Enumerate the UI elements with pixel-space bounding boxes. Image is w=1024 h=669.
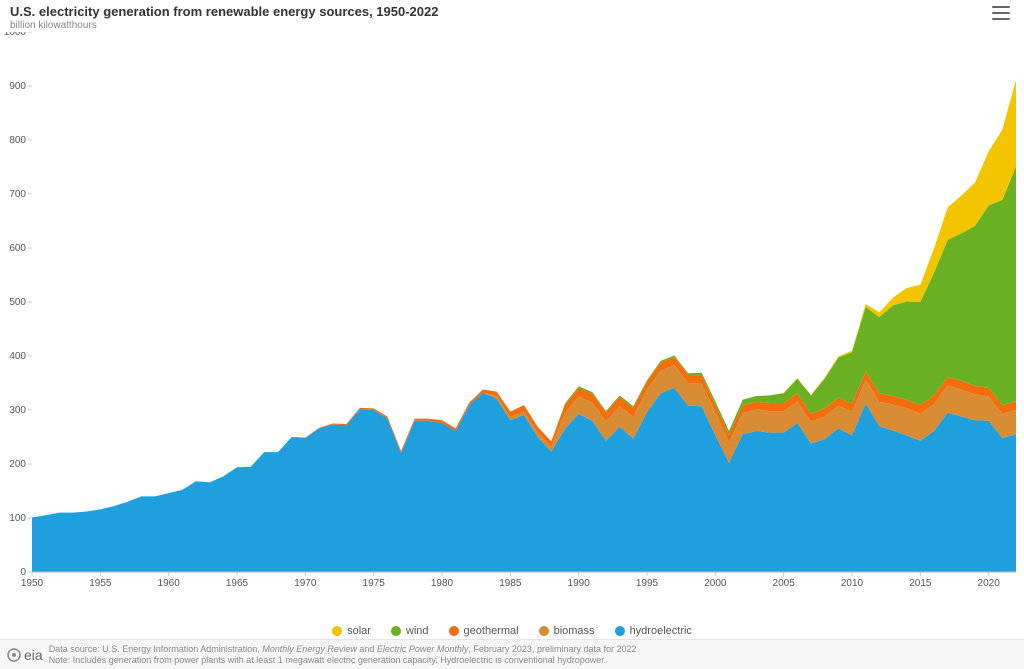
svg-text:2015: 2015	[909, 578, 932, 589]
legend-swatch-biomass	[539, 626, 549, 636]
legend-item-solar[interactable]: solar	[332, 625, 371, 637]
svg-text:2000: 2000	[704, 578, 727, 589]
chart-title: U.S. electricity generation from renewab…	[10, 4, 438, 19]
svg-text:1985: 1985	[499, 578, 522, 589]
chart-legend: solar wind geothermal biomass hydroelectric	[0, 625, 1024, 639]
svg-text:1980: 1980	[431, 578, 454, 589]
svg-text:1995: 1995	[636, 578, 659, 589]
stacked-area-chart: 0 100 200 300 400 500 600 700 800 900 1000 1950 1955…	[0, 32, 1024, 594]
svg-text:200: 200	[9, 459, 26, 470]
svg-text:1950: 1950	[21, 578, 44, 589]
svg-text:600: 600	[9, 243, 26, 254]
chart-area: 0 100 200 300 400 500 600 700 800 900 1000 1950 1955…	[0, 32, 1024, 623]
legend-label-geothermal: geothermal	[464, 625, 519, 637]
svg-text:2020: 2020	[978, 578, 1001, 589]
svg-text:500: 500	[9, 297, 26, 308]
svg-text:300: 300	[9, 405, 26, 416]
legend-swatch-wind	[391, 626, 401, 636]
svg-text:1970: 1970	[294, 578, 317, 589]
legend-label-hydroelectric: hydroelectric	[630, 625, 692, 637]
series-hydroelectric	[32, 388, 1016, 572]
svg-text:900: 900	[9, 81, 26, 92]
svg-text:1965: 1965	[226, 578, 249, 589]
legend-swatch-hydroelectric	[615, 626, 625, 636]
svg-text:1960: 1960	[158, 578, 181, 589]
legend-label-solar: solar	[347, 625, 371, 637]
svg-text:1975: 1975	[363, 578, 386, 589]
eia-logo-text: eia	[24, 647, 43, 663]
svg-text:0: 0	[20, 567, 26, 578]
legend-label-biomass: biomass	[554, 625, 595, 637]
svg-text:400: 400	[9, 351, 26, 362]
svg-text:2010: 2010	[841, 578, 864, 589]
legend-item-geothermal[interactable]: geothermal	[449, 625, 519, 637]
footer-text: Data source: U.S. Energy Information Adm…	[49, 644, 637, 666]
legend-item-hydroelectric[interactable]: hydroelectric	[615, 625, 692, 637]
svg-text:1000: 1000	[4, 32, 27, 38]
legend-item-wind[interactable]: wind	[391, 625, 429, 637]
svg-text:100: 100	[9, 513, 26, 524]
svg-text:2005: 2005	[773, 578, 796, 589]
svg-text:800: 800	[9, 135, 26, 146]
eia-logo: eia	[6, 647, 43, 663]
svg-text:1990: 1990	[568, 578, 591, 589]
legend-label-wind: wind	[406, 625, 429, 637]
svg-text:700: 700	[9, 189, 26, 200]
legend-item-biomass[interactable]: biomass	[539, 625, 595, 637]
svg-text:1955: 1955	[89, 578, 112, 589]
legend-swatch-solar	[332, 626, 342, 636]
hamburger-menu-icon[interactable]	[992, 6, 1010, 20]
legend-swatch-geothermal	[449, 626, 459, 636]
chart-footer: eia Data source: U.S. Energy Information…	[0, 639, 1024, 669]
